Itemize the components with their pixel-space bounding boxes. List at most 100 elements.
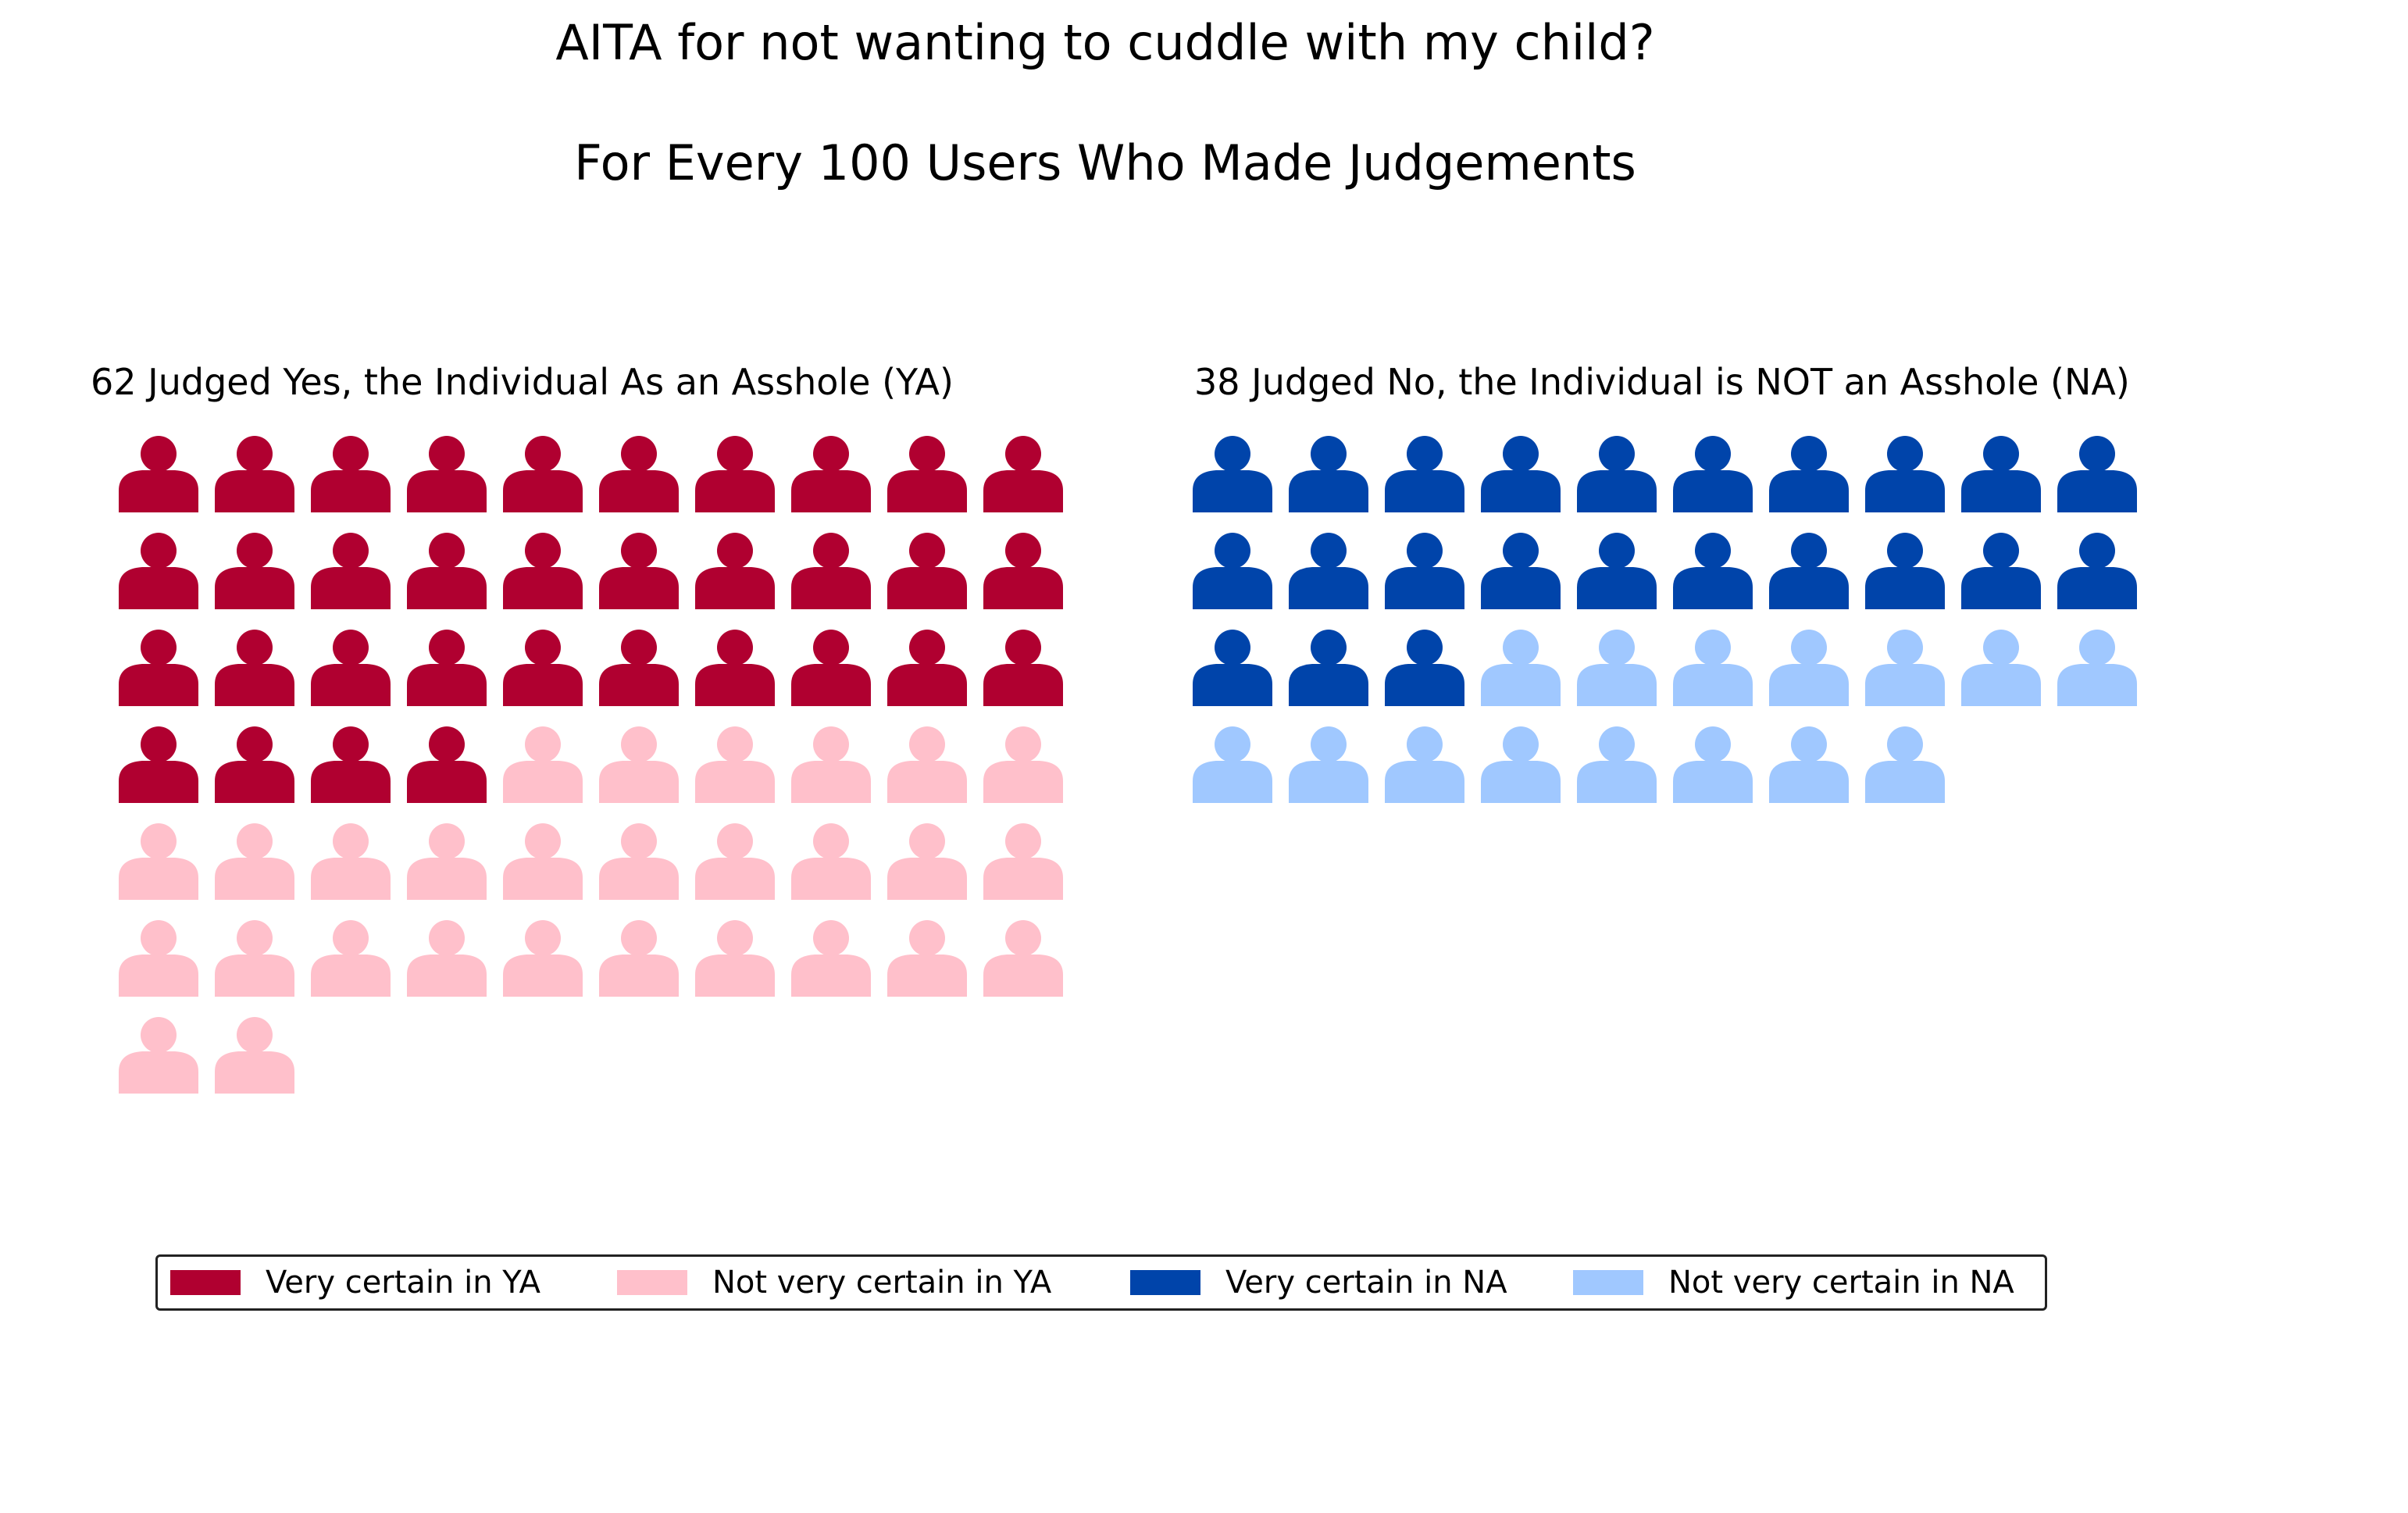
person-icon: [215, 726, 294, 803]
person-icon: [695, 533, 775, 609]
person-icon: [1769, 630, 1849, 706]
waffle-chart: [119, 436, 2137, 1094]
person-icon: [407, 823, 487, 900]
person-icon: [791, 533, 871, 609]
person-icon: [407, 533, 487, 609]
legend-label: Not very certain in NA: [1668, 1265, 2014, 1301]
person-icon: [983, 920, 1063, 997]
person-icon: [791, 920, 871, 997]
person-icon: [1577, 630, 1657, 706]
person-icon: [1385, 630, 1464, 706]
person-icon: [1577, 436, 1657, 512]
person-icon: [215, 533, 294, 609]
legend-swatch: [1130, 1270, 1200, 1295]
person-icon: [119, 533, 198, 609]
legend-label: Very certain in NA: [1225, 1265, 1507, 1301]
person-icon: [983, 726, 1063, 803]
legend-swatch: [1573, 1270, 1643, 1295]
chart-title: AITA for not wanting to cuddle with my c…: [555, 14, 1655, 71]
person-icon: [503, 823, 583, 900]
person-icon: [791, 630, 871, 706]
person-icon: [2057, 436, 2137, 512]
person-icon: [887, 823, 967, 900]
person-icon: [791, 823, 871, 900]
person-icon: [1577, 726, 1657, 803]
person-icon: [983, 436, 1063, 512]
person-icon: [1769, 436, 1849, 512]
legend: Very certain in YA Not very certain in Y…: [155, 1254, 2047, 1311]
person-icon: [311, 436, 391, 512]
person-icon: [1289, 726, 1368, 803]
person-icon: [1193, 533, 1272, 609]
person-icon: [1961, 533, 2041, 609]
legend-swatch: [617, 1270, 687, 1295]
person-icon: [983, 630, 1063, 706]
person-icon: [119, 436, 198, 512]
person-icon: [1289, 533, 1368, 609]
person-icon: [1961, 436, 2041, 512]
person-icon: [311, 726, 391, 803]
person-icon: [1481, 436, 1561, 512]
person-icon: [1865, 630, 1945, 706]
person-icon: [2057, 630, 2137, 706]
person-icon: [791, 436, 871, 512]
person-icon: [503, 436, 583, 512]
person-icon: [311, 630, 391, 706]
person-icon: [1385, 436, 1464, 512]
person-icon: [503, 630, 583, 706]
person-icon: [887, 920, 967, 997]
person-icon: [695, 823, 775, 900]
person-icon: [1673, 630, 1753, 706]
person-icon: [1289, 436, 1368, 512]
person-icon: [407, 726, 487, 803]
person-icon: [887, 726, 967, 803]
person-icon: [983, 533, 1063, 609]
person-icon: [1481, 533, 1561, 609]
person-icon: [1481, 726, 1561, 803]
legend-item-very-certain-ya: Very certain in YA: [170, 1257, 540, 1308]
person-icon: [503, 533, 583, 609]
person-icon: [695, 630, 775, 706]
person-icon: [215, 920, 294, 997]
person-icon: [215, 823, 294, 900]
legend-item-not-very-certain-ya: Not very certain in YA: [617, 1257, 1051, 1308]
person-icon: [1769, 726, 1849, 803]
person-icon: [1289, 630, 1368, 706]
person-icon: [1481, 630, 1561, 706]
person-icon: [503, 726, 583, 803]
legend-label: Not very certain in YA: [712, 1265, 1052, 1301]
chart-subtitle: For Every 100 Users Who Made Judgements: [574, 134, 1636, 191]
person-icon: [119, 920, 198, 997]
person-icon: [1961, 630, 2041, 706]
legend-item-not-very-certain-na: Not very certain in NA: [1573, 1257, 2014, 1308]
ya-panel-title: 62 Judged Yes, the Individual As an Assh…: [91, 361, 954, 403]
person-icon: [599, 436, 679, 512]
person-icon: [695, 726, 775, 803]
person-icon: [983, 823, 1063, 900]
person-icon: [599, 823, 679, 900]
person-icon: [311, 920, 391, 997]
person-icon: [215, 630, 294, 706]
person-icon: [407, 630, 487, 706]
legend-item-very-certain-na: Very certain in NA: [1130, 1257, 1507, 1308]
person-icon: [215, 1017, 294, 1094]
person-icon: [1769, 533, 1849, 609]
person-icon: [1865, 726, 1945, 803]
person-icon: [1673, 726, 1753, 803]
person-icon: [311, 533, 391, 609]
person-icon: [791, 726, 871, 803]
person-icon: [1577, 533, 1657, 609]
person-icon: [407, 436, 487, 512]
person-icon: [2057, 533, 2137, 609]
person-icon: [1385, 533, 1464, 609]
person-icon: [887, 436, 967, 512]
person-icon: [215, 436, 294, 512]
person-icon: [311, 823, 391, 900]
person-icon: [599, 630, 679, 706]
person-icon: [1673, 436, 1753, 512]
person-icon: [1385, 726, 1464, 803]
legend-swatch: [170, 1270, 241, 1295]
legend-label: Very certain in YA: [266, 1265, 540, 1301]
person-icon: [119, 726, 198, 803]
person-icon: [599, 920, 679, 997]
